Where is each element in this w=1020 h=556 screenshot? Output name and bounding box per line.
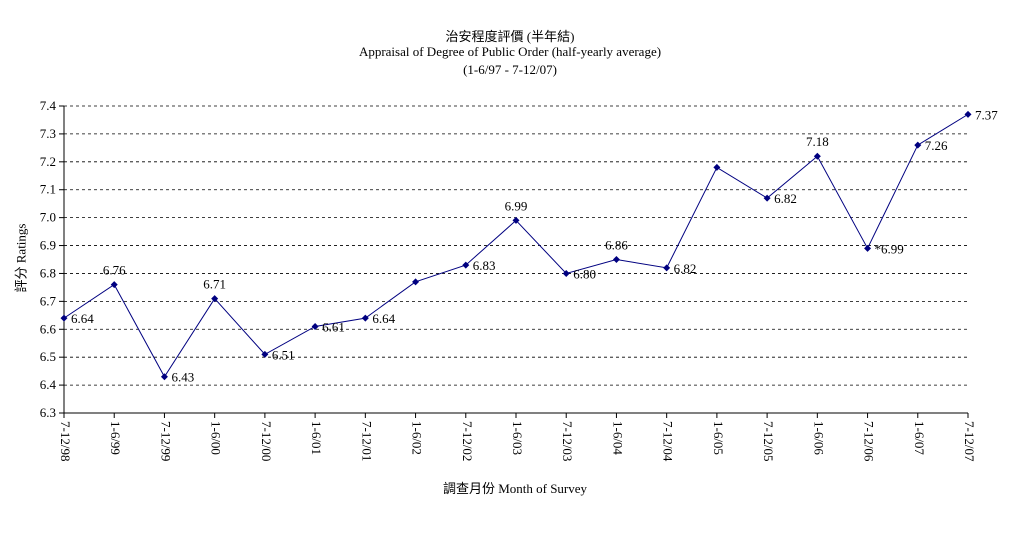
data-point (612, 256, 620, 263)
data-label: *6.99 (875, 241, 904, 256)
data-point (160, 373, 168, 381)
chart-subtitle-period: (1-6/97 - 7-12/07) (463, 62, 557, 77)
data-point (412, 278, 420, 286)
data-label: 6.61 (322, 319, 345, 334)
x-tick-label: 7-12/01 (359, 421, 374, 461)
x-tick-label: 7-12/98 (58, 421, 73, 461)
data-point (211, 295, 219, 303)
data-point (311, 322, 319, 330)
data-label: 6.64 (372, 311, 395, 326)
data-label: 6.80 (573, 266, 596, 281)
y-tick-label: 6.5 (40, 349, 56, 364)
x-tick-label: 7-12/02 (460, 421, 475, 461)
x-tick-label: 7-12/04 (661, 421, 676, 462)
data-point (713, 163, 721, 171)
data-point (261, 350, 269, 358)
x-tick-label: 7-12/06 (862, 421, 877, 462)
x-tick-label: 1-6/01 (309, 421, 324, 455)
data-label: 7.37 (975, 107, 998, 122)
data-point (813, 152, 821, 160)
y-tick-label: 7.0 (40, 210, 56, 225)
chart-title-english: Appraisal of Degree of Public Order (hal… (358, 44, 662, 59)
data-label: 6.82 (774, 191, 797, 206)
data-point (663, 264, 671, 272)
x-tick-label: 7-12/99 (158, 421, 173, 461)
data-label: 6.51 (272, 347, 295, 362)
data-point (110, 281, 118, 289)
x-tick-label: 1-6/02 (410, 421, 425, 455)
data-point (462, 261, 470, 269)
y-tick-label: 6.8 (40, 265, 56, 280)
x-tick-label: 1-6/04 (610, 421, 625, 455)
y-tick-label: 7.2 (40, 154, 56, 169)
data-label: 6.71 (203, 277, 226, 292)
data-point (562, 269, 570, 277)
data-point (964, 110, 972, 118)
data-label: 6.43 (171, 370, 194, 385)
x-tick-label: 7-12/00 (259, 421, 274, 461)
data-label: 7.18 (806, 134, 829, 149)
data-point (60, 314, 68, 322)
data-point (361, 314, 369, 322)
data-point (914, 141, 922, 149)
x-axis-title: 調查月份 Month of Survey (442, 481, 588, 496)
data-label: 7.26 (925, 138, 948, 153)
data-point (512, 216, 520, 224)
data-label: 6.83 (473, 258, 496, 273)
x-tick-label: 1-6/00 (209, 421, 224, 455)
y-tick-label: 7.1 (40, 182, 56, 197)
y-tick-label: 6.3 (40, 405, 56, 420)
data-label: 6.76 (103, 263, 126, 278)
y-tick-label: 6.7 (40, 293, 57, 308)
y-tick-label: 6.9 (40, 238, 56, 253)
x-tick-label: 1-6/03 (510, 421, 525, 455)
data-point (763, 194, 771, 202)
y-axis-title: 評分 Ratings (13, 223, 29, 293)
x-tick-label: 7-12/05 (761, 421, 776, 461)
data-label: 6.99 (505, 198, 528, 213)
x-tick-label: 1-6/06 (811, 421, 826, 455)
x-tick-label: 1-6/05 (711, 421, 726, 455)
y-tick-label: 6.4 (40, 377, 57, 392)
data-label: 6.64 (71, 311, 94, 326)
data-label: 6.82 (674, 261, 697, 276)
y-tick-label: 7.4 (40, 98, 57, 113)
x-tick-label: 7-12/03 (560, 421, 575, 461)
data-label: 6.86 (605, 238, 628, 253)
y-tick-label: 7.3 (40, 126, 56, 141)
x-tick-label: 1-6/99 (108, 421, 123, 455)
data-point (864, 244, 872, 252)
chart-title-chinese: 治安程度評價 (半年結) (445, 29, 575, 44)
y-tick-label: 6.6 (40, 321, 57, 336)
x-tick-label: 7-12/07 (962, 421, 977, 462)
x-tick-label: 1-6/07 (912, 421, 927, 455)
